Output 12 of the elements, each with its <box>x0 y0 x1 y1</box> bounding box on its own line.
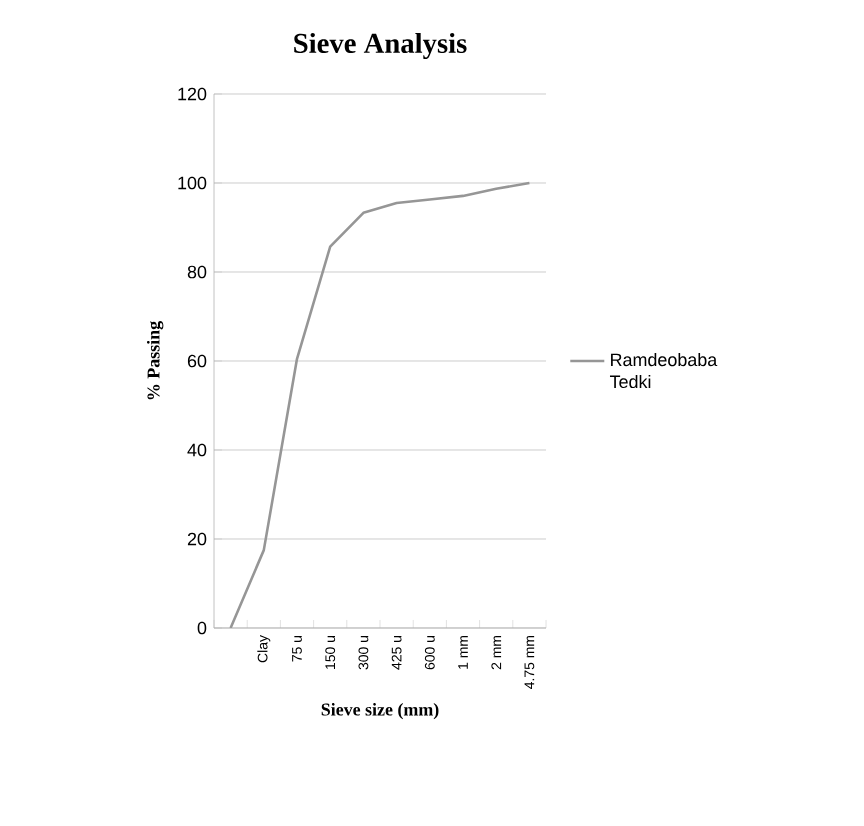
legend-label: Ramdeobaba Tedki <box>609 353 718 389</box>
y-tick-label: 20 <box>187 532 207 546</box>
line-series <box>229 181 531 628</box>
chart-title: Sieve Analysis <box>294 32 467 59</box>
y-tick-label: 120 <box>178 87 207 101</box>
x-axis-title: Sieve size (mm) <box>321 702 439 720</box>
y-tick-label: 80 <box>187 265 207 279</box>
y-axis-title: % Passing <box>146 321 164 400</box>
y-tick-label: 0 <box>197 621 207 635</box>
y-tick-label: 60 <box>187 354 207 368</box>
y-tick-label: 100 <box>178 176 207 190</box>
y-tick-label: 40 <box>187 443 207 457</box>
